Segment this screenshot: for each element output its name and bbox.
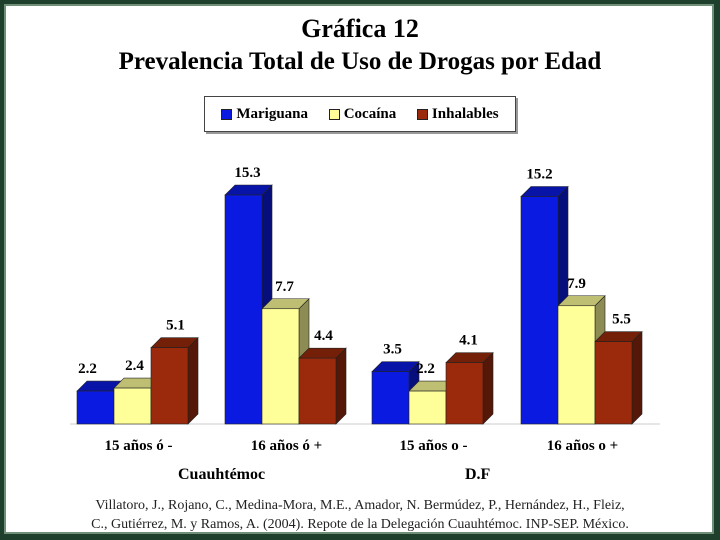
legend-label-cocaina: Cocaína [343, 105, 397, 122]
slide-background [4, 4, 714, 534]
data-label-cocaína-1: 7.7 [275, 279, 294, 295]
data-label-mariguana-3: 15.2 [526, 166, 552, 182]
bar-cocaína-3 [557, 305, 596, 425]
tick-label-3: 16 años o + [547, 438, 618, 454]
bar-mariguana-0 [76, 390, 115, 425]
bar-side-inhalables-1 [335, 347, 347, 425]
data-label-mariguana-2: 3.5 [383, 342, 402, 358]
bar-mariguana-3 [520, 196, 559, 425]
data-label-cocaína-3: 7.9 [567, 276, 586, 292]
data-label-cocaína-2: 2.2 [416, 361, 435, 377]
legend-item-inhalables: Inhalables [416, 105, 499, 123]
tick-label-2: 15 años o - [400, 438, 468, 454]
legend-item-mariguana: Mariguana [221, 106, 308, 123]
bar-cocaína-1 [261, 308, 300, 425]
citation-line2: C., Gutiérrez, M. y Ramos, A. (2004). Re… [91, 517, 629, 532]
data-label-cocaína-0: 2.4 [125, 358, 144, 374]
data-label-inhalables-1: 4.4 [314, 328, 333, 344]
citation-line1: Villatoro, J., Rojano, C., Medina-Mora, … [95, 498, 625, 513]
bar-side-inhalables-0 [187, 336, 199, 425]
bar-mariguana-2 [371, 371, 410, 425]
bar-inhalables-0 [150, 347, 189, 425]
data-label-mariguana-0: 2.2 [78, 361, 97, 377]
bar-cocaína-2 [408, 390, 447, 425]
bar-inhalables-1 [298, 357, 337, 425]
data-label-mariguana-1: 15.3 [234, 165, 260, 181]
group-label-cuauhtemoc: Cuauhtémoc [178, 466, 266, 483]
bar-inhalables-3 [594, 341, 633, 425]
group-label-df: D.F [465, 466, 491, 483]
chart-title-line2: Prevalencia Total de Uso de Drogas por E… [118, 48, 602, 75]
bar-cocaína-0 [113, 387, 152, 425]
legend-item-cocaina: Cocaína [328, 105, 397, 123]
legend: Mariguana Cocaína Inhalables [204, 96, 516, 132]
legend-swatch-cocaina [328, 108, 340, 120]
bar-side-inhalables-3 [631, 330, 643, 425]
legend-label-inhalables: Inhalables [431, 105, 499, 122]
bar-mariguana-1 [224, 194, 263, 425]
legend-label-mariguana: Mariguana [236, 105, 309, 122]
data-label-inhalables-2: 4.1 [459, 333, 478, 349]
data-label-inhalables-0: 5.1 [166, 318, 185, 334]
tick-label-1: 16 años ó + [251, 438, 322, 454]
legend-swatch-inhalables [416, 108, 428, 120]
bar-side-inhalables-2 [482, 351, 494, 425]
chart-title-line1: Gráfica 12 [301, 14, 419, 43]
legend-swatch-mariguana [221, 108, 233, 120]
tick-label-0: 15 años ó - [105, 438, 173, 454]
data-label-inhalables-3: 5.5 [612, 312, 631, 328]
bar-inhalables-2 [445, 362, 484, 425]
